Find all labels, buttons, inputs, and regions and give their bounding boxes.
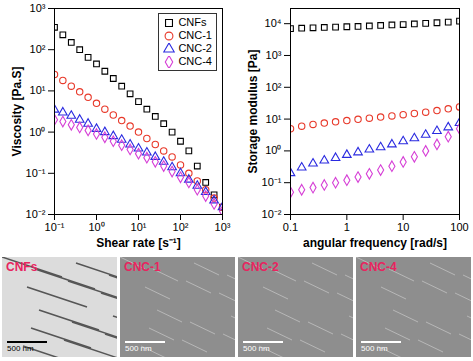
svg-text:10¹: 10¹ (131, 221, 147, 233)
svg-text:10⁻²: 10⁻² (262, 208, 282, 220)
svg-text:0.1: 0.1 (283, 221, 298, 233)
html-text:CNC-1: CNC-1 (124, 260, 161, 274)
svg-text:10⁰: 10⁰ (88, 221, 104, 233)
svg-text:10⁻²: 10⁻² (26, 208, 46, 220)
html-text:CNFs: CNFs (6, 260, 38, 274)
svg-text:10²: 10² (30, 43, 46, 55)
svg-text:10⁰: 10⁰ (265, 144, 281, 156)
svg-text:10⁻¹: 10⁻¹ (45, 221, 65, 233)
html-text:500 nm: 500 nm (361, 344, 388, 353)
html-text:CNFs: CNFs (178, 16, 207, 28)
svg-text:10³: 10³ (30, 2, 46, 14)
svg-text:Viscosity [Pa.S]: Viscosity [Pa.S] (10, 67, 24, 157)
svg-text:10³: 10³ (266, 49, 282, 61)
svg-text:10⁻¹: 10⁻¹ (26, 167, 46, 179)
svg-text:10²: 10² (266, 81, 282, 93)
html-text:500 nm: 500 nm (7, 344, 34, 353)
svg-text:10⁻¹: 10⁻¹ (262, 176, 282, 188)
svg-text:10⁴: 10⁴ (265, 17, 282, 29)
svg-text:Storage modulus [Pa]: Storage modulus [Pa] (246, 49, 260, 173)
svg-text:1: 1 (344, 221, 350, 233)
html-text:500 nm: 500 nm (125, 344, 152, 353)
html-text:CNC-2: CNC-2 (242, 260, 279, 274)
svg-text:10¹: 10¹ (266, 113, 282, 125)
html-text:CNC-4: CNC-4 (360, 260, 397, 274)
html-text:CNC-2: CNC-2 (178, 42, 212, 54)
svg-text:angular frequency [rad/s]: angular frequency [rad/s] (303, 236, 447, 250)
svg-text:100: 100 (450, 221, 468, 233)
svg-text:10¹: 10¹ (30, 84, 46, 96)
html-text:500 nm: 500 nm (243, 344, 270, 353)
html-text:CNC-4: CNC-4 (178, 55, 212, 67)
svg-text:10²: 10² (173, 221, 189, 233)
svg-text:10: 10 (397, 221, 409, 233)
svg-text:10³: 10³ (215, 221, 231, 233)
html-text:CNC-1: CNC-1 (178, 29, 212, 41)
svg-text:10⁰: 10⁰ (29, 126, 45, 138)
svg-text:Shear rate [s⁻¹]: Shear rate [s⁻¹] (96, 236, 181, 250)
